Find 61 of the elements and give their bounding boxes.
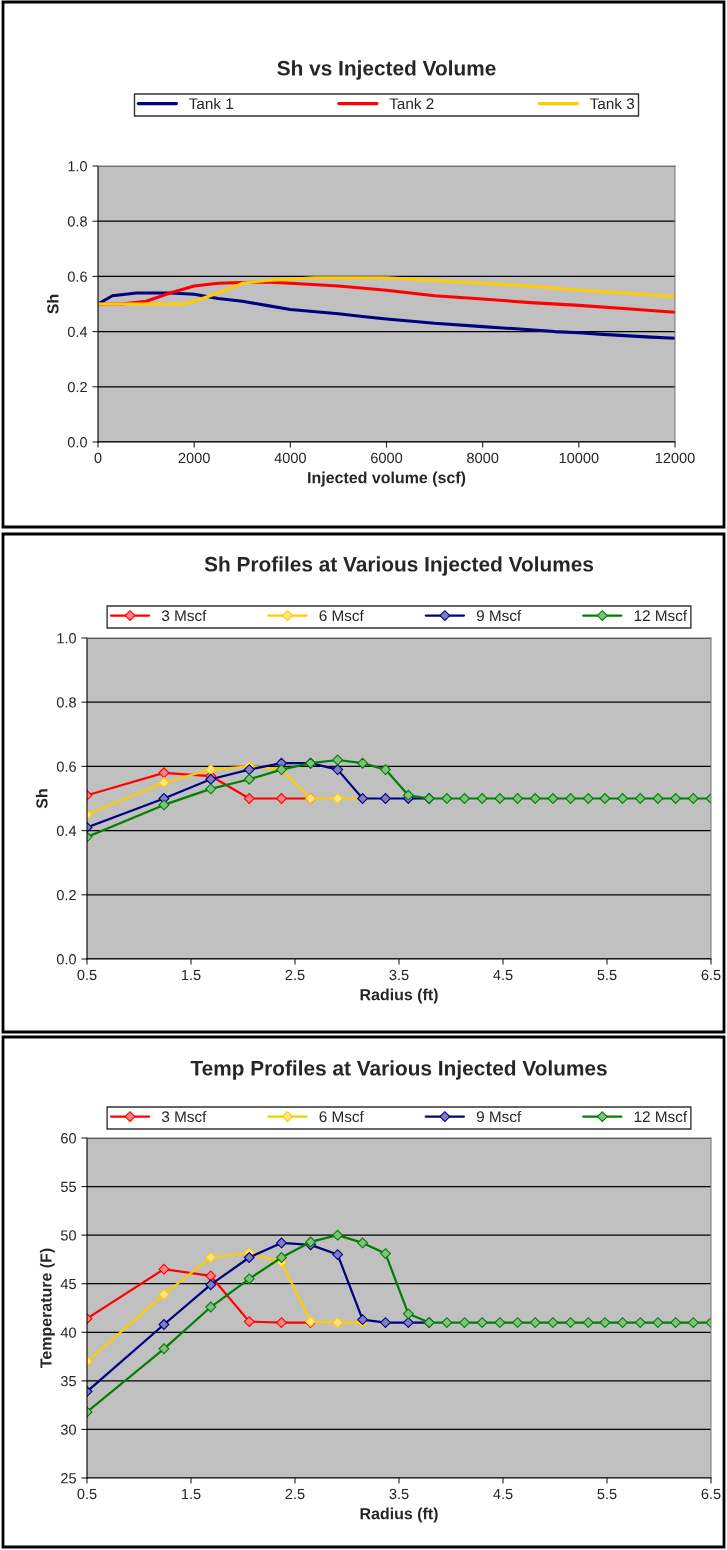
x-tick-label: 6.5 <box>701 1488 721 1500</box>
legend-label: 12 Mscf <box>634 1110 688 1123</box>
x-tick-label: 4.5 <box>493 969 513 981</box>
y-tick-label: 1.0 <box>68 161 88 172</box>
x-tick-label: 4000 <box>274 452 306 464</box>
x-tick-label: 3.5 <box>389 1488 409 1500</box>
y-axis-title: Sh <box>46 294 59 314</box>
legend-label: 3 Mscf <box>161 1110 207 1123</box>
x-tick-label: 1.5 <box>181 969 201 981</box>
y-axis-title: Sh <box>35 789 48 809</box>
x-tick-label: 3.5 <box>389 969 409 981</box>
legend-label: 6 Mscf <box>319 1110 364 1123</box>
y-tick-label: 30 <box>60 1424 77 1435</box>
x-tick-label: 0.5 <box>77 969 97 981</box>
x-tick-label: 2000 <box>178 452 210 464</box>
x-tick-label: 8000 <box>467 452 499 464</box>
x-tick-label: 10000 <box>559 452 599 464</box>
y-tick-label: 45 <box>60 1278 76 1290</box>
x-tick-label: 4.5 <box>493 1488 513 1500</box>
y-tick-label: 0.6 <box>67 271 87 282</box>
x-tick-label: 2.5 <box>285 1488 305 1500</box>
y-tick-label: 0.6 <box>56 761 76 772</box>
y-tick-label: 0.2 <box>56 889 76 901</box>
x-axis-title: Injected volume (scf) <box>308 471 466 487</box>
x-tick-label: 5.5 <box>597 1488 617 1500</box>
x-tick-label: 6.5 <box>701 969 721 981</box>
y-tick-label: 60 <box>61 1133 77 1144</box>
legend-label: 9 Mscf <box>476 609 522 622</box>
chart-title: Sh Profiles at Various Injected Volumes <box>204 556 594 576</box>
y-tick-label: 0.2 <box>67 381 87 393</box>
legend-label: 12 Mscf <box>634 609 688 622</box>
x-tick-label: 1.5 <box>181 1488 201 1500</box>
x-tick-label: 0.5 <box>77 1488 97 1500</box>
legend-label: 6 Mscf <box>319 609 364 622</box>
legend-label: Tank 2 <box>389 97 434 110</box>
chart-title: Sh vs Injected Volume <box>277 60 496 80</box>
x-axis-title: Radius (ft) <box>360 988 438 1004</box>
legend-label: Tank 3 <box>590 97 635 110</box>
y-tick-label: 25 <box>61 1473 76 1484</box>
chart-title: Temp Profiles at Various Injected Volumes <box>190 1060 607 1080</box>
y-tick-label: 0.0 <box>67 437 88 448</box>
y-tick-label: 1.0 <box>57 633 77 644</box>
legend-label: Tank 1 <box>189 97 233 110</box>
y-tick-label: 0.4 <box>56 825 77 837</box>
x-tick-label: 6000 <box>371 452 403 464</box>
x-tick-label: 12000 <box>655 452 695 464</box>
y-tick-label: 0.8 <box>56 697 76 708</box>
y-tick-label: 35 <box>60 1375 76 1387</box>
x-tick-label: 0 <box>94 452 102 464</box>
y-tick-label: 0.4 <box>67 326 88 338</box>
legend-label: 9 Mscf <box>476 1110 522 1123</box>
y-tick-label: 0.0 <box>56 954 77 965</box>
x-axis-title: Radius (ft) <box>360 1507 438 1523</box>
x-tick-label: 5.5 <box>597 969 617 981</box>
x-tick-label: 2.5 <box>285 969 305 981</box>
y-tick-label: 55 <box>60 1181 76 1192</box>
legend-label: 3 Mscf <box>161 609 207 622</box>
y-axis-title: Temperature (F) <box>39 1248 55 1369</box>
y-tick-label: 0.8 <box>67 216 87 227</box>
y-tick-label: 40 <box>60 1327 77 1338</box>
y-tick-label: 50 <box>60 1230 77 1241</box>
